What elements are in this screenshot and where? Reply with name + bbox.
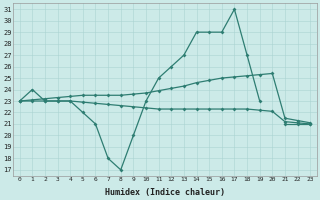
- X-axis label: Humidex (Indice chaleur): Humidex (Indice chaleur): [105, 188, 225, 197]
